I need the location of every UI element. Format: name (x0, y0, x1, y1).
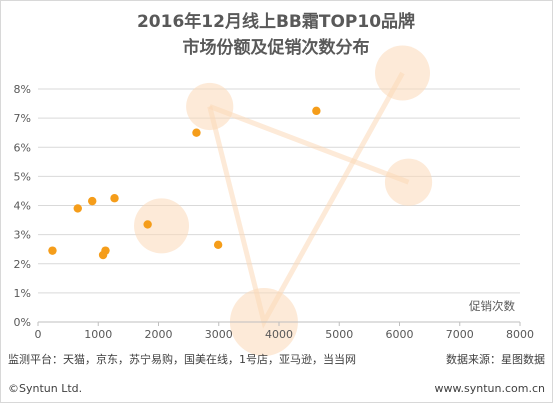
footer-copyright: ©Syntun Ltd. (8, 382, 82, 395)
y-tick-label: 2% (14, 258, 31, 271)
decorative-bubble (384, 158, 433, 206)
decorative-bubble (375, 45, 431, 101)
data-point (88, 196, 97, 206)
data-point (73, 204, 82, 213)
decorative-bubbles (134, 45, 433, 356)
data-point (48, 246, 57, 255)
decorative-connector-line (208, 104, 410, 185)
x-tick-label: 4000 (265, 328, 293, 341)
axes: 0% 1% 2% 3% 4% 5% 6% 7% 8% 0 1000 2000 3000 4000 5000 6… (14, 83, 534, 341)
data-points (48, 106, 321, 260)
y-tick-label: 4% (14, 200, 31, 213)
decorative-connector-line (207, 71, 405, 329)
x-tick-label: 0 (35, 328, 42, 341)
y-tick-label: 6% (14, 141, 31, 154)
x-tick-label: 7000 (446, 328, 474, 341)
data-point (213, 240, 223, 250)
x-tick-label: 6000 (386, 328, 414, 341)
x-tick-label: 8000 (506, 328, 534, 341)
x-tick-label: 2000 (145, 328, 173, 341)
grid-lines (38, 88, 520, 294)
y-tick-label: 7% (14, 112, 31, 125)
y-tick-label: 5% (14, 170, 31, 183)
decorative-bubble (186, 82, 234, 131)
y-tick-label: 1% (14, 287, 31, 300)
y-tick-label: 3% (14, 229, 31, 242)
x-tick-label: 3000 (205, 328, 233, 341)
data-point (312, 106, 321, 116)
data-point (192, 128, 201, 137)
x-axis-title: 促销次数 (469, 299, 515, 313)
data-point (110, 194, 119, 203)
footer-website: www.syntun.com.cn (435, 382, 545, 395)
x-tick-label: 1000 (84, 328, 112, 341)
footer-data-source: 数据来源：星图数据 (446, 352, 545, 366)
data-point (101, 246, 110, 255)
data-point (143, 220, 152, 229)
footer-sources: 监测平台：天猫，京东，苏宁易购，国美在线，1号店，亚马逊，当当网 (8, 352, 356, 366)
chart-title-line2: 市场份额及促销次数分布 (183, 37, 370, 58)
y-tick-label: 8% (14, 83, 31, 96)
chart-title-line1: 2016年12月线上BB霜TOP10品牌 (137, 11, 415, 32)
y-tick-label: 0% (14, 316, 31, 329)
x-tick-label: 5000 (325, 328, 353, 341)
decorative-bubble (134, 198, 190, 254)
